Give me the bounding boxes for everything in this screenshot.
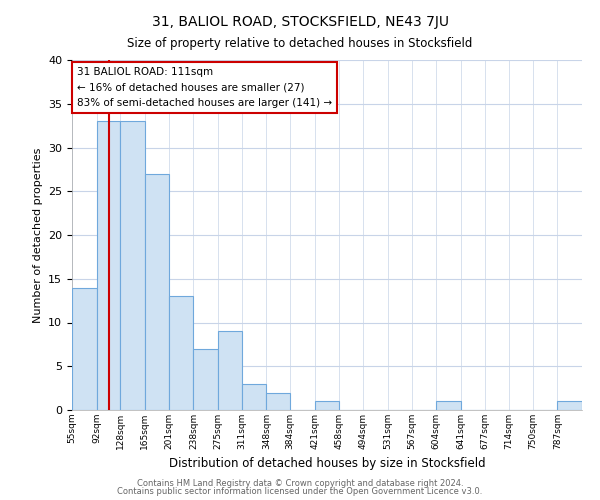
Bar (436, 401, 461, 410)
Bar (218, 331, 242, 410)
Text: Contains HM Land Registry data © Crown copyright and database right 2024.: Contains HM Land Registry data © Crown c… (137, 478, 463, 488)
Bar (315, 401, 339, 410)
Bar (557, 401, 582, 410)
Bar (145, 174, 169, 410)
Bar (242, 384, 266, 410)
Text: Size of property relative to detached houses in Stocksfield: Size of property relative to detached ho… (127, 38, 473, 51)
Text: Contains public sector information licensed under the Open Government Licence v3: Contains public sector information licen… (118, 487, 482, 496)
Bar (72, 288, 97, 410)
Text: 31, BALIOL ROAD, STOCKSFIELD, NE43 7JU: 31, BALIOL ROAD, STOCKSFIELD, NE43 7JU (151, 15, 449, 29)
Bar (193, 349, 218, 410)
Text: 31 BALIOL ROAD: 111sqm
← 16% of detached houses are smaller (27)
83% of semi-det: 31 BALIOL ROAD: 111sqm ← 16% of detached… (77, 67, 332, 108)
Bar (97, 122, 121, 410)
Bar (121, 122, 145, 410)
Y-axis label: Number of detached properties: Number of detached properties (32, 148, 43, 322)
Bar (266, 392, 290, 410)
Bar (169, 296, 193, 410)
X-axis label: Distribution of detached houses by size in Stocksfield: Distribution of detached houses by size … (169, 458, 485, 470)
